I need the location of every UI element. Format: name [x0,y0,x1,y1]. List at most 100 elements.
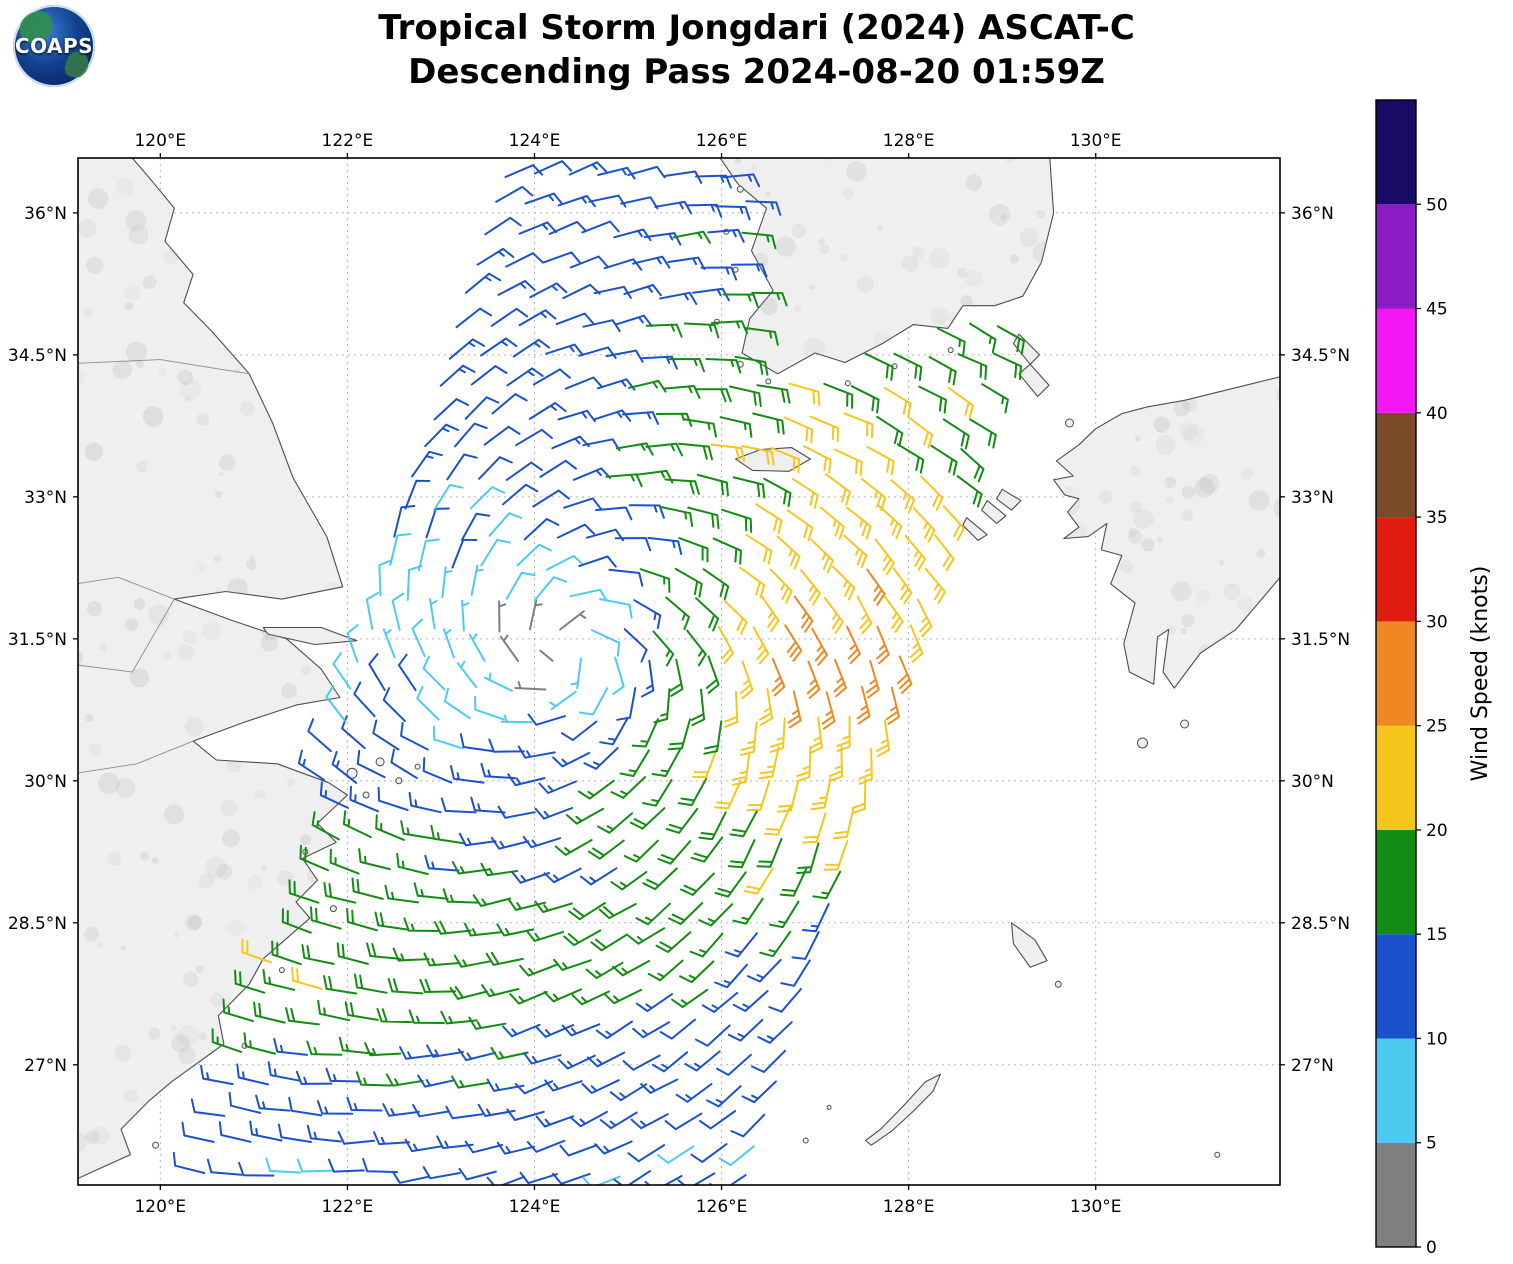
wind-barb [609,1083,648,1102]
islet [152,1141,160,1149]
wind-barb [528,599,543,631]
wind-barb [366,942,402,960]
wind-barb [559,1144,598,1157]
wind-barb [495,185,534,203]
wind-barb [759,930,792,958]
lon-tick-label-bottom: 126°E [696,1197,748,1217]
wind-barb [497,805,536,819]
wind-barb [858,748,873,785]
wind-barb [803,445,832,474]
colorbar-tick-label: 45 [1426,300,1448,320]
wind-barb [498,600,507,633]
wind-barb [623,628,648,663]
wind-barb [406,565,423,601]
wind-barb [730,1113,766,1138]
wind-barb [776,535,801,570]
wind-barb [506,1108,545,1121]
wind-barb [644,1175,683,1185]
wind-barb [856,595,873,634]
wind-barb [722,293,759,308]
wind-barb [896,655,913,694]
wind-barb [802,812,827,844]
wind-barb [411,618,426,658]
wind-barb [842,534,868,569]
wind-barb [811,627,828,666]
wind-barb [599,598,633,619]
colorbar-segment-25-30 [1376,621,1416,726]
wind-barb [464,396,500,420]
wind-barb [424,854,460,872]
wind-barb [724,600,748,635]
wind-barb [433,398,469,421]
wind-barb [635,993,674,1013]
wind-barb [509,990,548,1005]
wind-barb [843,412,874,439]
wind-barb [791,931,820,960]
wind-barb [668,358,705,373]
wind-barb [411,450,443,478]
wind-barb [424,423,459,448]
wind-barb [924,567,946,605]
wind-barb [651,1051,689,1073]
wind-barb [741,231,777,250]
wind-barbs [172,160,1025,1185]
wind-barb [464,272,502,294]
wind-barb [316,1100,354,1115]
wind-barb [698,903,734,927]
wind-barb [707,228,745,243]
wind-barb [741,445,775,466]
wind-barb [850,385,880,414]
wind-barb [349,785,380,813]
wind-barb [684,1050,721,1072]
wind-barb [714,205,751,221]
wind-barb [771,658,786,697]
colorbar-tick-label: 25 [1426,717,1448,737]
wind-barb [659,1018,696,1040]
wind-barb [909,624,924,663]
wind-barb [755,503,783,535]
wind-barb [422,655,446,691]
wind-barb [549,690,577,711]
wind-barb [659,506,694,527]
wind-barb [690,688,706,727]
wind-barb [656,1145,695,1164]
wind-barb [206,1158,243,1176]
wind-barb [786,509,814,542]
islet [346,767,358,779]
wind-barb [490,1046,529,1060]
wind-barb [833,448,863,477]
wind-barb [456,660,478,688]
wind-barb [451,1075,489,1089]
wind-barb [654,200,693,215]
wind-barb [524,192,563,205]
wind-barb [572,467,612,481]
wind-barb [671,988,709,1008]
wind-barb [833,658,847,698]
coaps-logo-text: COAPS [14,34,94,58]
wind-barb [327,1158,365,1173]
wind-barb [539,649,554,662]
wind-barb [582,438,621,452]
wind-barb [796,842,820,874]
wind-barb [400,722,429,751]
wind-barb [365,591,380,630]
colorbar-tick-label: 10 [1426,1029,1448,1049]
wind-barb [751,1049,787,1073]
lon-tick-label-top: 130°E [1070,131,1122,151]
wind-barb [768,988,802,1013]
wind-barb [368,653,386,691]
wind-barb [449,985,488,1000]
wind-barb [628,504,665,519]
colorbar-segment-30-35 [1376,517,1416,622]
land-amami [1010,922,1048,968]
wind-barb [647,536,683,555]
wind-barb [319,781,349,809]
wind-barb [907,416,934,449]
wind-barb [323,975,358,995]
wind-barb [752,412,785,435]
wind-barb [561,1023,601,1037]
wind-barb [590,933,629,952]
wind-barb [632,255,671,269]
wind-barb [957,353,988,380]
